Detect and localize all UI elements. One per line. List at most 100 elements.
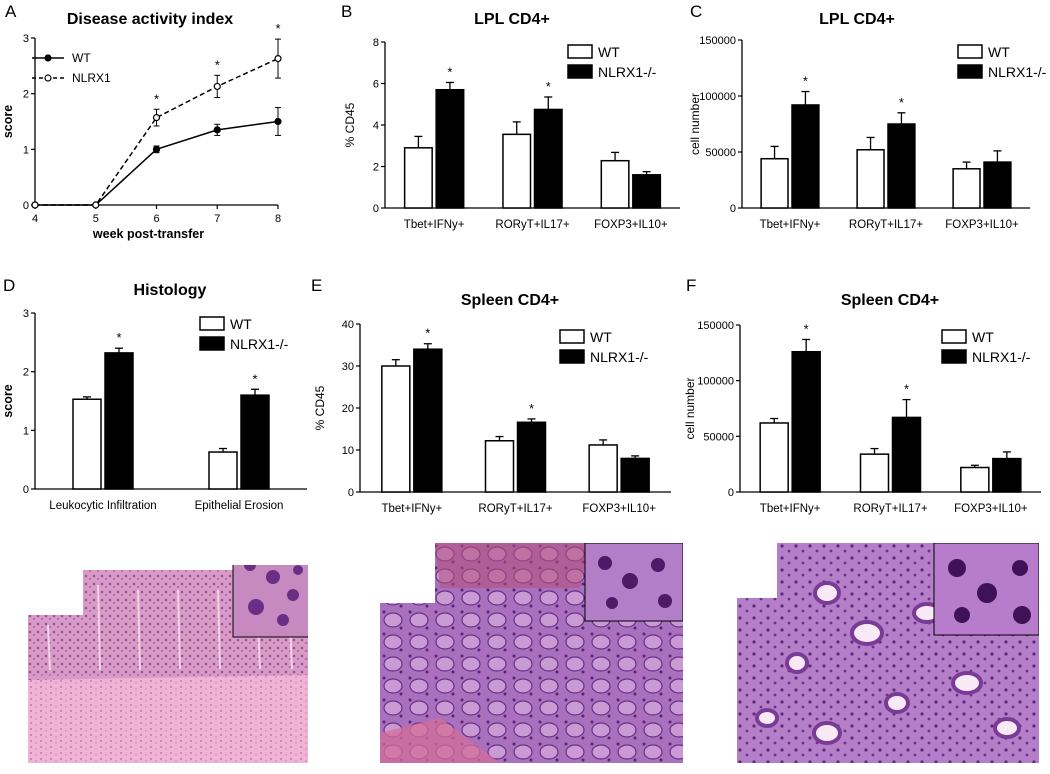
bar-nlrx1-/- [620, 457, 650, 493]
chart-title: Spleen CD4+ [841, 292, 939, 309]
significance-star: * [275, 21, 280, 36]
legend-label: WT [230, 316, 252, 332]
data-point [213, 126, 221, 134]
y-axis-label: % CD45 [343, 102, 357, 147]
y-tick-label: 10 [342, 445, 354, 457]
y-tick-label: 0 [373, 203, 379, 215]
category-label: Tbet+IFNy+ [760, 503, 821, 515]
y-tick-label: 4 [373, 120, 379, 132]
y-tick-label: 6 [373, 79, 379, 91]
panel-b-bar-chart: B LPL CD4+ 0 2 4 6 8 % CD45 Tbet+IFNy+ * RORyT+IL1… [340, 0, 690, 250]
legend-swatch [559, 329, 585, 344]
legend-swatch [199, 336, 225, 351]
x-axis-label: week post-transfer [92, 227, 204, 241]
panel-letter-a: A [5, 2, 17, 21]
y-axis-label: cell number [683, 377, 697, 439]
legend-label: NLRX1-/- [988, 64, 1047, 80]
category-label: Tbet+IFNy+ [760, 219, 821, 231]
histology-image-g [28, 565, 308, 763]
bar-wt [759, 422, 789, 493]
category-label: FOXP3+IL10+ [594, 219, 668, 231]
y-tick-label: 0 [23, 484, 29, 496]
y-axis-label: cell number [688, 93, 702, 155]
x-tick-label: 7 [214, 213, 220, 225]
legend-swatch [567, 64, 593, 79]
category-label: RORyT+IL17+ [495, 219, 569, 231]
histology-image-h [380, 543, 683, 763]
y-tick-label: 40 [342, 319, 354, 331]
micrograph-i [737, 543, 1039, 763]
disease-activity-chart: A Disease activity index 0 1 2 3 score 4 5 6 7 8 wee… [1, 2, 282, 241]
bar-nlrx1-/- [533, 108, 563, 209]
bar-wt [403, 147, 433, 209]
bar-nlrx1-/- [632, 174, 662, 209]
micrograph-g [28, 565, 308, 763]
y-tick-label: 8 [373, 37, 379, 49]
category-label: FOXP3+IL10+ [954, 503, 1028, 515]
bar-nlrx1-/- [791, 350, 821, 493]
y-tick-label: 50000 [705, 147, 736, 159]
micrograph-h [380, 543, 683, 763]
bar-wt [859, 453, 890, 493]
y-tick-label: 2 [23, 367, 29, 379]
panel-d-bar-chart: D Histology 0 1 2 3 score Leukocytic Infiltrati… [0, 275, 320, 525]
series-line-wt [35, 120, 279, 206]
bar-wt [588, 444, 618, 493]
bar-nlrx1-/- [413, 348, 443, 493]
data-point [152, 114, 161, 122]
y-tick-label: 0 [728, 487, 734, 499]
legend-swatch [567, 44, 593, 59]
y-tick-label: 50000 [703, 431, 734, 443]
bar-wt [208, 451, 238, 490]
legend-swatch [957, 64, 983, 79]
data-point [274, 54, 282, 63]
y-tick-label: 150000 [697, 320, 734, 332]
spleen-percent-chart: E Spleen CD4+ 0 10 20 30 40 % CD45 Tbet+IFNy+ * RO… [311, 276, 671, 515]
category-label: RORyT+IL17+ [478, 503, 552, 515]
bar-nlrx1-/- [983, 161, 1012, 209]
y-tick-label: 100000 [699, 91, 736, 103]
significance-star: * [215, 57, 220, 72]
bar-wt [760, 157, 789, 209]
spleen-cell-number-chart: F Spleen CD4+ 0 50000 100000 150000 cell numbe… [683, 276, 1041, 515]
y-axis-label: % CD45 [313, 385, 327, 430]
chart-title: LPL CD4+ [819, 11, 895, 28]
significance-star: * [447, 64, 452, 79]
significance-star: * [154, 91, 159, 106]
bar-wt [960, 466, 990, 493]
lpl-percent-chart: B LPL CD4+ 0 2 4 6 8 % CD45 Tbet+IFNy+ * RORyT+IL1… [341, 2, 680, 231]
bar-nlrx1-/- [435, 88, 465, 209]
panel-f-bar-chart: F Spleen CD4+ 0 50000 100000 150000 cell numbe… [683, 275, 1050, 525]
y-tick-label: 0 [348, 487, 354, 499]
data-point [274, 117, 282, 126]
panel-letter-b: B [341, 2, 352, 21]
bar-wt [856, 149, 885, 209]
bar-wt [484, 440, 515, 493]
bar-wt [72, 398, 102, 490]
significance-star: * [803, 74, 808, 89]
significance-star: * [546, 79, 551, 94]
category-label: RORyT+IL17+ [853, 503, 927, 515]
legend-label: NLRX1 [72, 71, 111, 85]
bar-nlrx1-/- [887, 123, 916, 209]
y-tick-label: 30 [342, 361, 354, 373]
y-tick-label: 2 [23, 89, 29, 101]
bar-nlrx1-/- [891, 416, 922, 493]
legend-label: WT [988, 44, 1010, 60]
data-point [92, 201, 100, 209]
legend-swatch [941, 349, 967, 364]
data-point [152, 145, 161, 153]
panel-letter-e: E [311, 276, 322, 295]
legend-label: WT [972, 329, 994, 345]
category-label: Leukocytic Infiltration [49, 500, 156, 512]
legend-swatch [957, 44, 983, 59]
legend-swatch [199, 316, 225, 331]
x-tick-label: 5 [93, 213, 99, 225]
x-tick-label: 4 [32, 213, 38, 225]
significance-star: * [425, 326, 430, 341]
legend-label: NLRX1-/- [598, 64, 657, 80]
x-tick-label: 8 [275, 213, 281, 225]
y-tick-label: 0 [730, 203, 736, 215]
histology-image-i [737, 543, 1039, 763]
legend-label: WT [598, 44, 620, 60]
